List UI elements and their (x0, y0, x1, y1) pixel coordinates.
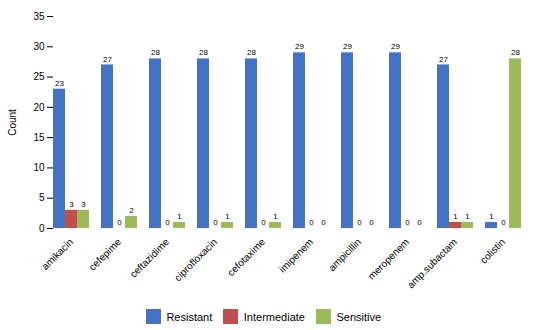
html-text:Sensitive: Sensitive (336, 310, 382, 323)
svg-text:0: 0 (39, 223, 45, 234)
html-text:Intermediate: Intermediate (243, 310, 305, 323)
svg-text:1: 1 (489, 212, 494, 221)
svg-text:23: 23 (55, 79, 64, 88)
svg-text:meropenem: meropenem (366, 236, 412, 282)
svg-text:27: 27 (103, 55, 112, 64)
svg-text:ciprofloxacin: ciprofloxacin (172, 236, 219, 283)
svg-text:0: 0 (321, 218, 326, 227)
svg-text:cefotaxime: cefotaxime (225, 236, 267, 278)
svg-text:29: 29 (295, 42, 304, 51)
svg-text:28: 28 (199, 48, 208, 57)
svg-text:1: 1 (225, 212, 230, 221)
svg-text:0: 0 (369, 218, 374, 227)
svg-text:29: 29 (343, 42, 352, 51)
svg-text:1: 1 (273, 212, 278, 221)
html-text:Resistant: Resistant (166, 310, 213, 323)
svg-text:15: 15 (33, 132, 45, 143)
svg-text:25: 25 (33, 71, 45, 82)
svg-text:5: 5 (39, 192, 45, 203)
svg-text:Count: Count (7, 109, 18, 136)
svg-text:ampicillin: ampicillin (326, 236, 363, 273)
svg-text:29: 29 (391, 42, 400, 51)
svg-text:0: 0 (309, 218, 314, 227)
svg-text:0: 0 (501, 218, 506, 227)
svg-text:3: 3 (69, 200, 74, 209)
svg-text:20: 20 (33, 102, 45, 113)
svg-text:28: 28 (511, 48, 520, 57)
svg-text:0: 0 (357, 218, 362, 227)
svg-text:cefepime: cefepime (87, 236, 124, 273)
svg-text:ceftazidime: ceftazidime (128, 236, 172, 280)
svg-text:0: 0 (417, 218, 422, 227)
svg-text:10: 10 (33, 162, 45, 173)
svg-text:1: 1 (453, 212, 458, 221)
svg-text:0: 0 (213, 218, 218, 227)
svg-text:1: 1 (465, 212, 470, 221)
svg-text:2: 2 (129, 206, 134, 215)
svg-text:0: 0 (261, 218, 266, 227)
svg-text:28: 28 (151, 48, 160, 57)
svg-text:1: 1 (177, 212, 182, 221)
svg-text:amikacin: amikacin (39, 236, 75, 272)
svg-text:35: 35 (33, 11, 45, 22)
svg-text:0: 0 (165, 218, 170, 227)
svg-text:amp.subactam: amp.subactam (405, 236, 459, 290)
svg-text:27: 27 (439, 55, 448, 64)
svg-text:colistin: colistin (478, 236, 507, 265)
svg-text:30: 30 (33, 41, 45, 52)
svg-text:imipenem: imipenem (277, 236, 315, 274)
svg-text:3: 3 (81, 200, 86, 209)
svg-text:0: 0 (405, 218, 410, 227)
svg-text:0: 0 (117, 218, 122, 227)
svg-text:28: 28 (247, 48, 256, 57)
